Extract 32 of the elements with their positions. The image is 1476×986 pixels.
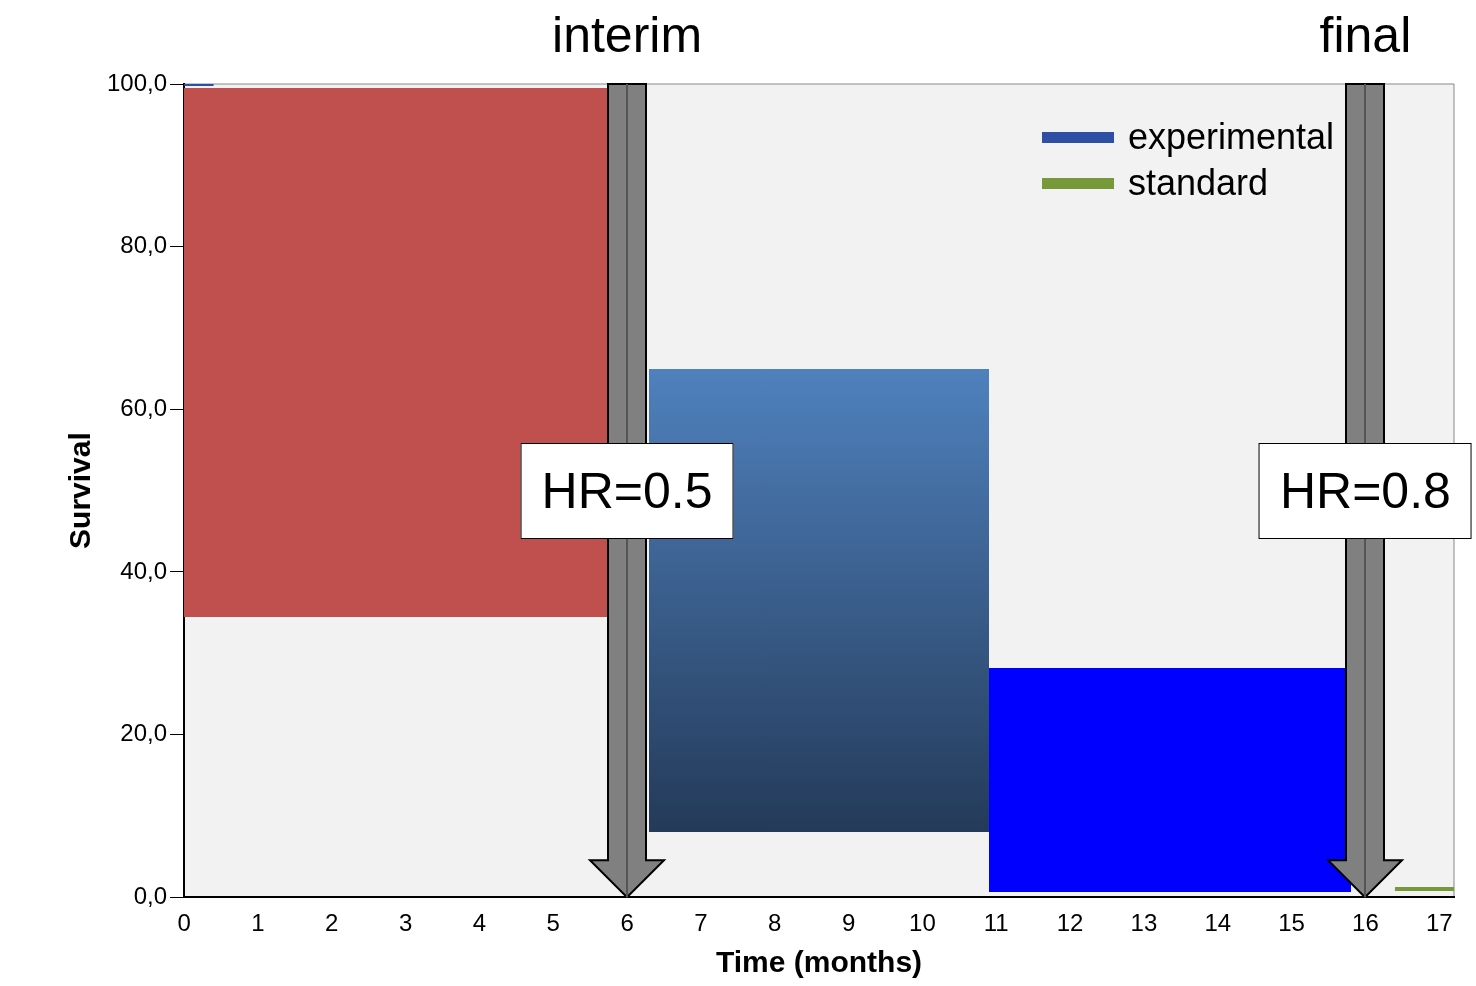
- y-tick-label: 40,0: [120, 556, 168, 584]
- y-axis-title: Survival: [63, 432, 97, 549]
- x-tick-label: 10: [909, 909, 936, 937]
- x-tick-label: 3: [398, 909, 413, 937]
- x-tick-label: 7: [694, 909, 708, 937]
- x-tick-label: 6: [620, 909, 634, 937]
- legend-label: standard: [1127, 162, 1268, 204]
- x-tick-label: 14: [1204, 909, 1232, 937]
- x-tick-label: 4: [472, 909, 487, 937]
- x-tick-label: 12: [1056, 909, 1084, 937]
- legend-label: experimental: [1127, 116, 1334, 158]
- ref-line-label: interim: [552, 6, 703, 64]
- y-tick-label: 100,0: [107, 68, 168, 96]
- x-tick-label: 9: [841, 909, 856, 937]
- x-tick-label: 2: [325, 909, 339, 937]
- ref-line-label: final: [1319, 6, 1412, 64]
- annotation: HR=0.5: [520, 442, 734, 539]
- x-tick-label: 1: [251, 909, 265, 937]
- x-tick-label: 15: [1278, 909, 1305, 937]
- x-tick-label: 5: [546, 909, 560, 937]
- y-tick-label: 60,0: [120, 393, 168, 421]
- y-tick-label: 80,0: [120, 231, 168, 259]
- x-tick-label: 13: [1130, 909, 1158, 937]
- x-tick-label: 16: [1352, 909, 1379, 937]
- y-tick-label: 20,0: [120, 719, 168, 747]
- x-tick-label: 17: [1425, 909, 1453, 937]
- x-tick-label: 11: [983, 909, 1009, 937]
- y-tick-label: 0,0: [133, 881, 168, 909]
- x-axis-title: Time (months): [715, 945, 923, 979]
- annotation: HR=0.8: [1258, 442, 1472, 539]
- x-tick-label: 0: [177, 909, 191, 937]
- x-tick-label: 8: [768, 909, 782, 937]
